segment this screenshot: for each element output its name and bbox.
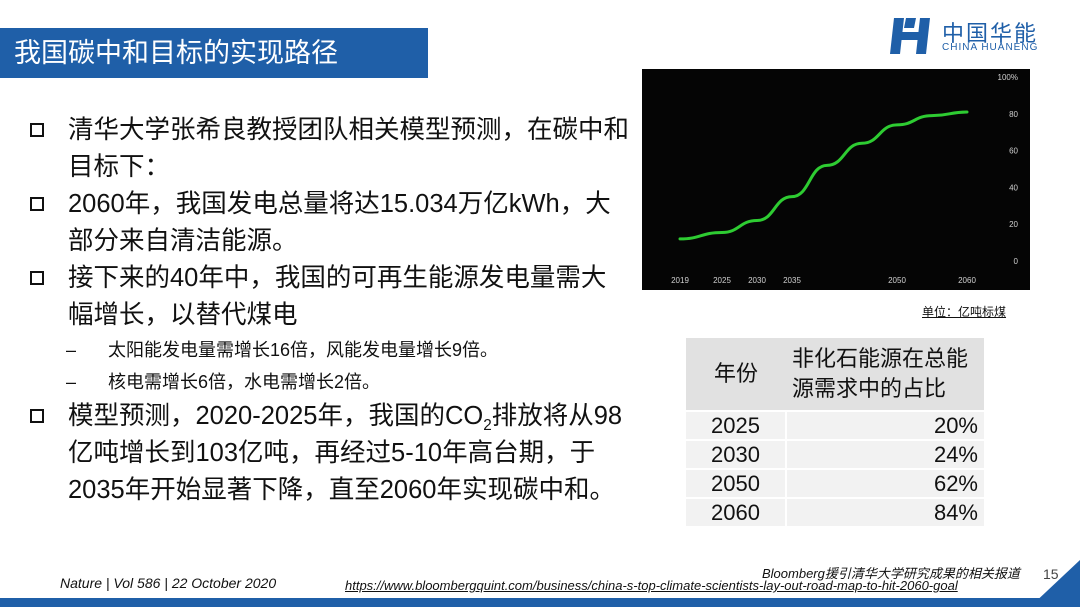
header-year: 年份 bbox=[686, 338, 786, 411]
x-tick-label: 2060 bbox=[958, 276, 976, 285]
citation-bloomberg: Bloomberg援引清华大学研究成果的相关报道 bbox=[762, 566, 1020, 581]
line-chart: 2019 2025 2030 2035 2050 2060 0 20 40 60 80 100% bbox=[671, 73, 1019, 285]
sub-bullet-item: – 核电需增长6倍，水电需增长2倍。 bbox=[30, 366, 630, 398]
cell-share: 84% bbox=[786, 497, 984, 526]
square-bullet-icon bbox=[30, 123, 44, 137]
table-header-row: 年份 非化石能源在总能源需求中的占比 bbox=[686, 338, 984, 411]
bullet-item: 接下来的40年中，我国的可再生能源发电量需大幅增长，以替代煤电 bbox=[30, 260, 630, 334]
sub-bullet-item: – 太阳能发电量需增长16倍，风能发电量增长9倍。 bbox=[30, 334, 630, 366]
cell-year: 2050 bbox=[686, 468, 787, 498]
unit-note: 单位：亿吨标煤 bbox=[922, 305, 1007, 319]
cell-year: 2060 bbox=[686, 497, 787, 526]
cell-share: 20% bbox=[786, 410, 984, 440]
title-bar: 我国碳中和目标的实现路径 bbox=[0, 28, 428, 78]
company-logo: 中国华能 CHINA HUANENG bbox=[890, 16, 1060, 56]
source-link[interactable]: https://www.bloombergquint.com/business/… bbox=[345, 578, 958, 593]
x-tick-label: 2025 bbox=[713, 276, 731, 285]
x-tick-label: 2019 bbox=[671, 276, 689, 285]
header-share: 非化石能源在总能源需求中的占比 bbox=[786, 338, 984, 411]
x-tick-label: 2030 bbox=[748, 276, 766, 285]
bullet-text: 模型预测，2020-2025年，我国的CO2排放将从98亿吨增长到103亿吨，再… bbox=[68, 402, 623, 504]
subscript-2: 2 bbox=[483, 417, 492, 435]
square-bullet-icon bbox=[30, 409, 44, 423]
y-tick-label: 100% bbox=[998, 73, 1018, 82]
square-bullet-icon bbox=[30, 271, 44, 285]
table-row: 2060 84% bbox=[686, 497, 984, 526]
y-tick-label: 20 bbox=[1009, 220, 1018, 229]
bullet-text: 接下来的40年中，我国的可再生能源发电量需大幅增长，以替代煤电 bbox=[68, 264, 607, 329]
slide-title: 我国碳中和目标的实现路径 bbox=[14, 38, 338, 68]
logo-text-cn: 中国华能 bbox=[942, 21, 1039, 46]
corner-wedge-decoration bbox=[1030, 560, 1080, 607]
bullet-list: 清华大学张希良教授团队相关模型预测，在碳中和目标下： 2060年，我国发电总量将… bbox=[30, 112, 630, 509]
table-row: 2025 20% bbox=[686, 410, 984, 440]
table-row: 2050 62% bbox=[686, 468, 984, 498]
cell-year: 2025 bbox=[686, 410, 787, 440]
y-tick-label: 0 bbox=[1014, 257, 1019, 266]
square-bullet-icon bbox=[30, 197, 44, 211]
share-table: 年份 非化石能源在总能源需求中的占比 2025 20% 2030 24% 205… bbox=[686, 338, 984, 526]
footer-bar bbox=[0, 598, 1080, 607]
page-number: 15 bbox=[1043, 566, 1059, 582]
projection-chart: 2019 2025 2030 2035 2050 2060 0 20 40 60 80 100% bbox=[642, 69, 1030, 290]
x-tick-label: 2035 bbox=[783, 276, 801, 285]
x-tick-label: 2050 bbox=[888, 276, 906, 285]
bullet-item: 模型预测，2020-2025年，我国的CO2排放将从98亿吨增长到103亿吨，再… bbox=[30, 398, 630, 509]
sub-bullet-text: 核电需增长6倍，水电需增长2倍。 bbox=[108, 372, 381, 392]
y-tick-label: 40 bbox=[1009, 183, 1018, 192]
bullet-text: 清华大学张希良教授团队相关模型预测，在碳中和目标下： bbox=[68, 116, 630, 181]
citation-nature: Nature | Vol 586 | 22 October 2020 bbox=[60, 575, 277, 591]
table-row: 2030 24% bbox=[686, 439, 984, 469]
cell-share: 24% bbox=[786, 439, 984, 469]
cell-year: 2030 bbox=[686, 439, 787, 469]
dash-bullet-marker: – bbox=[66, 340, 77, 360]
y-tick-label: 60 bbox=[1009, 147, 1018, 156]
sub-bullet-text: 太阳能发电量需增长16倍，风能发电量增长9倍。 bbox=[108, 340, 499, 360]
bullet-item: 清华大学张希良教授团队相关模型预测，在碳中和目标下： bbox=[30, 112, 630, 186]
dash-bullet-marker: – bbox=[66, 372, 77, 392]
bullet-item: 2060年，我国发电总量将达15.034万亿kWh，大部分来自清洁能源。 bbox=[30, 186, 630, 260]
huaneng-logo-icon bbox=[890, 18, 930, 54]
series-line bbox=[678, 110, 969, 241]
y-tick-label: 80 bbox=[1009, 110, 1018, 119]
bullet-text: 2060年，我国发电总量将达15.034万亿kWh，大部分来自清洁能源。 bbox=[68, 190, 611, 255]
logo-text-en: CHINA HUANENG bbox=[942, 42, 1039, 53]
cell-share: 62% bbox=[786, 468, 984, 498]
